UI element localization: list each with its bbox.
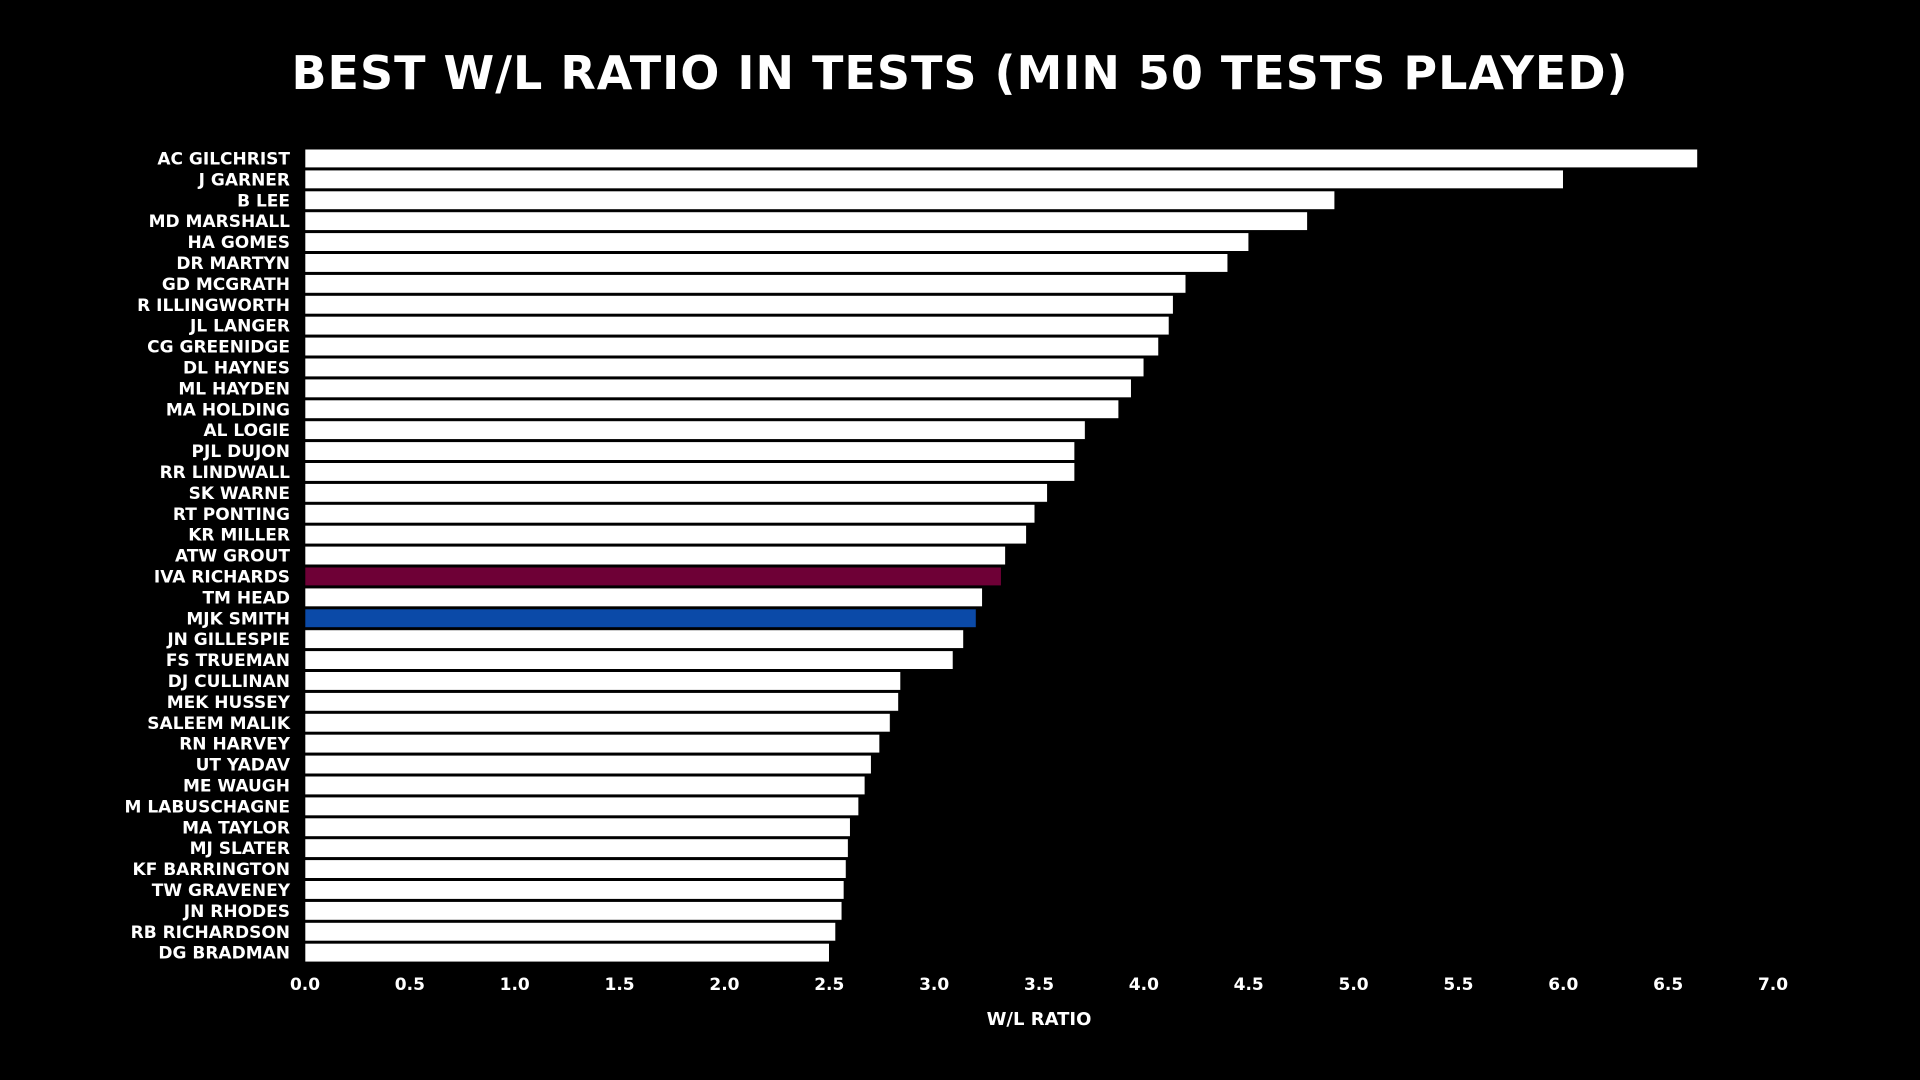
bar [304,608,977,628]
category-label: DL HAYNES [183,358,290,378]
x-tick-label: 0.0 [290,975,320,995]
bar [304,817,851,837]
x-tick-label: 5.0 [1339,975,1369,995]
category-label: KF BARRINGTON [133,860,290,880]
category-label: RR LINDWALL [160,463,291,483]
x-tick-label: 2.5 [814,975,844,995]
category-label: JN GILLESPIE [166,630,290,650]
category-label: RT PONTING [173,505,290,525]
category-label: SK WARNE [189,484,290,504]
category-label: AC GILCHRIST [157,149,290,169]
category-label: RN HARVEY [179,735,290,755]
bar [304,880,845,900]
bar [304,441,1075,461]
bar [304,775,866,796]
x-tick-label: 4.5 [1234,975,1264,995]
category-label: IVA RICHARDS [154,567,290,587]
category-label: MEK HUSSEY [167,693,291,713]
bars-group [304,148,1698,963]
bar [304,504,1036,524]
category-label: DJ CULLINAN [168,672,290,692]
bar [304,525,1027,545]
category-label: CG GREENIDGE [147,338,290,358]
category-label: AL LOGIE [204,421,290,441]
bar [304,734,880,754]
category-label: DR MARTYN [176,254,290,274]
category-label: ATW GROUT [175,547,290,567]
category-label: J GARNER [198,170,290,190]
x-tick-label: 3.5 [1024,975,1054,995]
category-label: M LABUSCHAGNE [125,797,290,817]
x-tick-label: 1.5 [605,975,635,995]
x-tick-label: 2.0 [709,975,739,995]
x-tick-label: 5.5 [1443,975,1473,995]
category-label: HA GOMES [188,233,290,253]
bar [304,796,859,816]
bar [304,399,1119,419]
category-label: JN RHODES [183,902,290,922]
category-label: ML HAYDEN [178,379,290,399]
bar [304,754,872,775]
x-tick-label: 0.5 [395,975,425,995]
chart-title: BEST W/L RATIO IN TESTS (MIN 50 TESTS PL… [291,46,1629,100]
bar [304,420,1086,440]
bar [304,295,1174,315]
bar [304,378,1132,398]
category-label: TW GRAVENEY [152,881,291,901]
category-label: B LEE [237,191,290,211]
bar [304,713,891,733]
category-label: MJK SMITH [186,609,290,629]
category-label: FS TRUEMAN [166,651,290,671]
x-tick-label: 6.0 [1548,975,1578,995]
category-label: R ILLINGWORTH [137,296,290,316]
bar [304,190,1335,210]
bar [304,274,1187,294]
category-label: GD MCGRATH [162,275,290,295]
bar [304,253,1229,273]
bar [304,357,1145,378]
x-tick-label: 1.0 [500,975,530,995]
x-tick-label: 6.5 [1653,975,1683,995]
x-tick-label: 3.0 [919,975,949,995]
bar [304,545,1006,566]
category-label: ME WAUGH [183,776,290,796]
bar [304,922,836,942]
x-tick-label: 4.0 [1129,975,1159,995]
bar [304,211,1308,231]
category-label: SALEEM MALIK [147,714,291,734]
category-label: MD MARSHALL [149,212,291,232]
category-label: MA HOLDING [166,400,290,420]
bar [304,169,1564,189]
category-label: MJ SLATER [190,839,290,859]
bar [304,566,1002,587]
category-label: TM HEAD [202,588,290,608]
category-label: JL LANGER [189,317,290,337]
bar [304,462,1075,482]
bar [304,859,847,879]
bar [304,316,1170,336]
x-tick-labels-group: 0.0 0.5 1.0 1.5 2.0 2.5 3.0 3.5 4.0 4.5 5.0 5.5 6.0 6… [290,975,1788,995]
bar [304,838,849,858]
bar [304,692,899,712]
bar [304,587,983,607]
bar [304,671,901,691]
x-tick-label: 7.0 [1758,975,1788,995]
category-label: RB RICHARDSON [131,923,290,943]
x-axis-label: W/L RATIO [987,1009,1092,1030]
bar [304,901,843,921]
bar [304,336,1159,357]
category-label: PJL DUJON [192,442,290,462]
category-label: KR MILLER [188,526,290,546]
category-label: MA TAYLOR [182,818,290,838]
category-label: UT YADAV [196,756,291,776]
bar [304,148,1698,168]
category-label: DG BRADMAN [158,944,290,964]
bar [304,483,1048,503]
bar [304,650,954,670]
bar [304,943,830,963]
bar [304,629,964,649]
bar [304,232,1250,252]
